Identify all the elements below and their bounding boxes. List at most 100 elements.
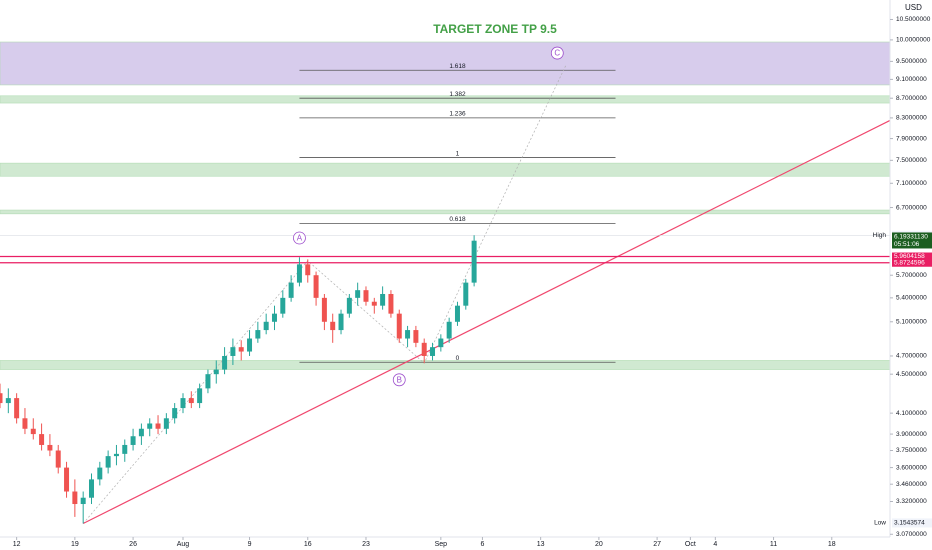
y-tick-label: 7.9000000 bbox=[896, 135, 927, 142]
candle-body bbox=[172, 408, 178, 419]
fib-ratio: 1.618 bbox=[449, 63, 466, 70]
y-tick-label: 9.5000000 bbox=[896, 58, 927, 65]
candle-body bbox=[430, 347, 436, 356]
candle-body bbox=[380, 293, 386, 306]
x-tick-label: 9 bbox=[248, 541, 252, 548]
last-badge bbox=[892, 232, 932, 249]
x-tick-label: 12 bbox=[13, 541, 21, 548]
candle-body bbox=[255, 330, 261, 339]
y-tick-label: 6.7000000 bbox=[896, 204, 927, 211]
x-tick-label: Oct bbox=[685, 541, 696, 548]
candle-body bbox=[105, 456, 111, 468]
candle-body bbox=[97, 467, 103, 480]
candle-body bbox=[213, 369, 219, 375]
wave-label-circle bbox=[392, 373, 406, 387]
candle-body bbox=[238, 347, 244, 352]
level-value: 5.9604158 bbox=[894, 253, 925, 260]
candle-body bbox=[64, 467, 70, 492]
candle-body bbox=[130, 436, 136, 445]
target-zone bbox=[0, 162, 891, 177]
candle-body bbox=[321, 297, 327, 322]
y-tick-label: 5.1000000 bbox=[896, 319, 927, 326]
currency: USD bbox=[905, 3, 922, 12]
candle-body bbox=[346, 297, 352, 314]
candle-body bbox=[405, 330, 411, 339]
wave-label: B bbox=[397, 375, 402, 384]
candle-body bbox=[5, 398, 11, 404]
low-badge bbox=[892, 518, 932, 528]
y-tick-label: 5.7000000 bbox=[896, 272, 927, 279]
y-tick-label: 10.0000000 bbox=[896, 37, 931, 44]
candle-body bbox=[313, 275, 319, 298]
y-tick-label: 3.9000000 bbox=[896, 431, 927, 438]
x-tick-label: 6 bbox=[480, 541, 484, 548]
chart-title: TARGET ZONE TP 9.5 bbox=[433, 22, 557, 36]
high-text: High bbox=[873, 232, 887, 239]
candle-body bbox=[188, 398, 194, 404]
candle-body bbox=[363, 290, 369, 302]
target-zone bbox=[0, 209, 891, 215]
level-badge bbox=[892, 258, 932, 267]
wave-label: C bbox=[554, 49, 560, 58]
countdown: 05:51:06 bbox=[894, 241, 920, 248]
y-tick-label: 3.6000000 bbox=[896, 464, 927, 471]
candle-body bbox=[271, 313, 277, 322]
candle-body bbox=[296, 264, 302, 283]
y-tick-label: 7.5000000 bbox=[896, 157, 927, 164]
x-tick-label: 13 bbox=[537, 541, 545, 548]
candle-body bbox=[113, 453, 119, 457]
x-tick-label: 16 bbox=[304, 541, 312, 548]
candle-body bbox=[55, 450, 61, 468]
candle-body bbox=[89, 479, 94, 498]
candle-body bbox=[14, 398, 20, 419]
candle-body bbox=[388, 293, 394, 314]
candle-body bbox=[147, 423, 153, 429]
y-tick-label: 7.1000000 bbox=[896, 180, 927, 187]
candle-body bbox=[230, 347, 236, 356]
y-tick-label: 5.4000000 bbox=[896, 295, 927, 302]
x-tick-label: 23 bbox=[362, 541, 370, 548]
candle-body bbox=[180, 398, 186, 409]
level-value: 5.8724596 bbox=[894, 259, 925, 266]
y-tick-label: 3.7500000 bbox=[896, 447, 927, 454]
candle-body bbox=[463, 282, 469, 306]
y-tick-label: 10.5000000 bbox=[896, 16, 931, 23]
y-tick-label: 8.3000000 bbox=[896, 115, 927, 122]
fib-ratio: 1.236 bbox=[449, 111, 466, 118]
candle-body bbox=[446, 321, 452, 339]
y-tick-label: 3.3200000 bbox=[896, 498, 927, 505]
candle-body bbox=[305, 264, 311, 276]
candle-body bbox=[247, 338, 253, 352]
y-tick-label: 9.1000000 bbox=[896, 76, 927, 83]
x-tick-label: 19 bbox=[71, 541, 79, 548]
y-tick-label: 4.1000000 bbox=[896, 410, 927, 417]
candle-body bbox=[22, 418, 28, 429]
x-tick-label: Sep bbox=[435, 541, 448, 548]
candle-body bbox=[330, 321, 336, 331]
candle-body bbox=[138, 428, 144, 437]
x-tick-label: 20 bbox=[595, 541, 603, 548]
x-tick-label: 27 bbox=[653, 541, 661, 548]
target-zone bbox=[0, 360, 891, 370]
wave-label-circle bbox=[293, 231, 306, 245]
low-text: Low bbox=[874, 520, 886, 527]
y-tick-label: 4.5000000 bbox=[896, 371, 927, 378]
candle-body bbox=[197, 388, 203, 404]
candle-body bbox=[421, 342, 427, 356]
x-tick-label: 11 bbox=[770, 541, 777, 548]
candle-body bbox=[47, 444, 53, 451]
low-value: 3.1543574 bbox=[894, 520, 925, 527]
candle-body bbox=[30, 428, 36, 435]
trendline bbox=[82, 119, 891, 525]
candle-body bbox=[413, 330, 419, 343]
plot-area: 1.618 1.382 1.236 1 0.618 0 A B C bbox=[0, 41, 891, 525]
candle-body bbox=[355, 290, 361, 298]
candle-body bbox=[263, 321, 269, 331]
candle-body bbox=[222, 355, 228, 370]
candle-body bbox=[39, 434, 45, 445]
y-tick-label: 4.7000000 bbox=[896, 353, 927, 360]
candle-body bbox=[72, 491, 78, 505]
wave-label-circle bbox=[550, 46, 564, 60]
